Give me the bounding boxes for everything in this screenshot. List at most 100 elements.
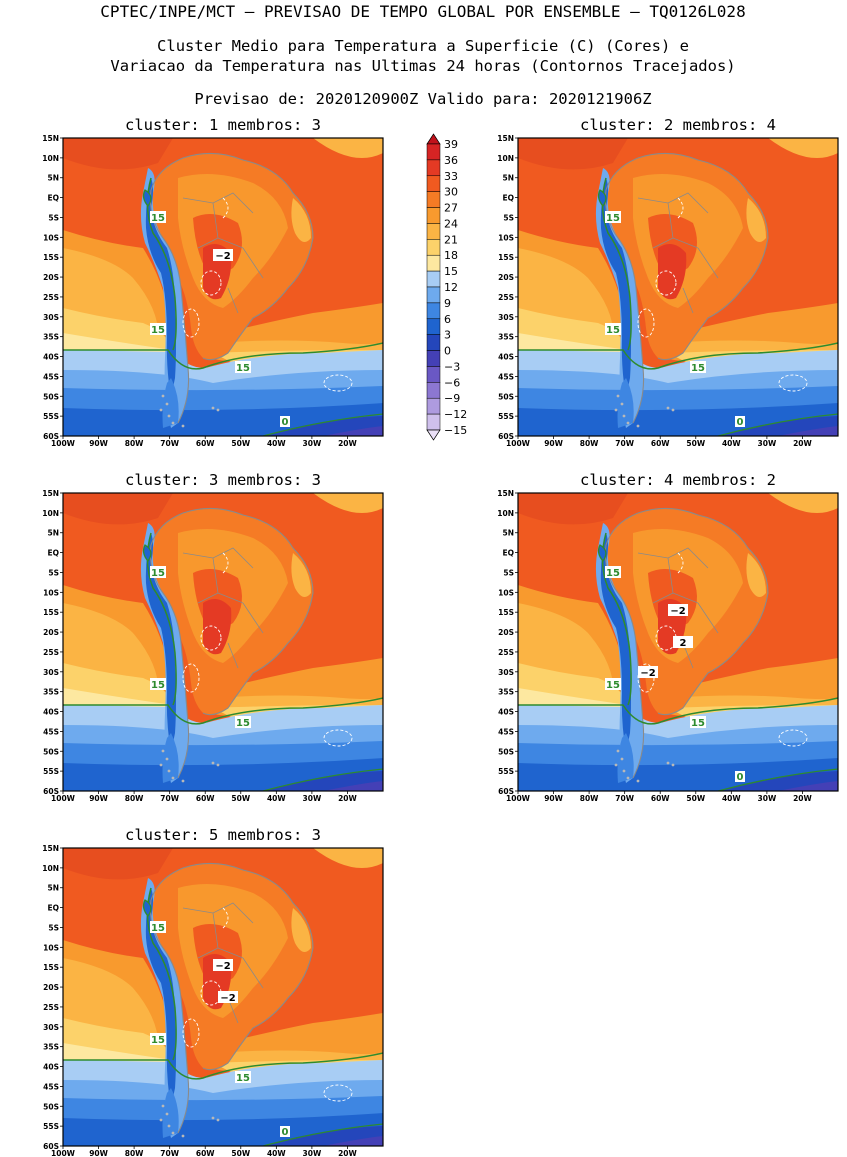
y-tick-label: 15N <box>497 489 514 498</box>
contour-label-bg <box>735 416 745 427</box>
contour-label-0: 0 <box>282 417 289 428</box>
y-tick-label: 5S <box>48 923 59 932</box>
x-tick-label: 80W <box>125 794 144 803</box>
contour-label-bg <box>690 361 706 373</box>
y-tick-label: 40S <box>498 353 514 362</box>
contour-label-bg <box>735 771 745 782</box>
contour-label-0: 0 <box>737 417 744 428</box>
colorbar-swatch <box>426 207 441 224</box>
y-tick-label: 55S <box>43 412 59 421</box>
panel-title: cluster: 5 membros: 3 <box>125 826 321 844</box>
y-tick-label: 10N <box>497 154 514 163</box>
x-tick-label: 100W <box>506 794 531 803</box>
variation-label: −2 <box>670 606 685 617</box>
y-tick-label: 55S <box>498 412 514 421</box>
contour-label-bg <box>235 1071 251 1083</box>
y-tick-label: 25S <box>498 293 514 302</box>
y-tick-label: 15S <box>498 253 514 262</box>
colorbar-label: 6 <box>444 313 451 326</box>
x-tick-label: 50W <box>231 1149 250 1157</box>
colorbar-label: −12 <box>444 408 467 421</box>
contour-label-15: 15 <box>236 363 250 374</box>
y-tick-label: 5S <box>48 568 59 577</box>
contour-label-bg <box>690 716 706 728</box>
y-tick-label: 60S <box>43 787 59 796</box>
colorbar-swatch <box>426 350 441 367</box>
colorbar-swatch <box>426 286 441 304</box>
contour-label-bg <box>150 566 166 578</box>
x-tick-label: 40W <box>722 794 741 803</box>
x-tick-label: 90W <box>89 794 108 803</box>
contour-label-15: 15 <box>691 363 705 374</box>
colorbar-label: −9 <box>444 392 460 405</box>
colorbar-swatch <box>426 397 441 415</box>
y-tick-label: 45S <box>43 372 59 381</box>
y-tick-label: 35S <box>43 688 59 697</box>
temperature-map <box>518 138 838 436</box>
contour-label-15: 15 <box>236 1073 250 1084</box>
x-tick-label: 80W <box>580 794 599 803</box>
colorbar-swatch <box>426 334 441 351</box>
colorbar-swatch <box>426 223 441 240</box>
y-tick-label: 60S <box>43 432 59 441</box>
contour-label-bg <box>280 1126 290 1137</box>
x-tick-label: 90W <box>89 439 108 448</box>
y-tick-label: 10N <box>497 509 514 518</box>
x-tick-label: 60W <box>651 794 670 803</box>
y-tick-label: 5S <box>48 213 59 222</box>
variation-label: 2 <box>680 638 687 649</box>
contour-label-bg <box>150 323 166 335</box>
colorbar-swatch <box>426 270 441 288</box>
contour-label-bg <box>150 921 166 933</box>
x-tick-label: 40W <box>267 439 286 448</box>
x-tick-label: 20W <box>338 794 357 803</box>
y-tick-label: 10S <box>43 233 59 242</box>
y-tick-label: 10N <box>42 509 59 518</box>
x-tick-label: 80W <box>580 439 599 448</box>
temperature-map <box>63 138 383 436</box>
y-tick-label: 30S <box>498 668 514 677</box>
y-tick-label: 60S <box>43 1142 59 1151</box>
x-tick-label: 50W <box>231 439 250 448</box>
contour-label-bg <box>235 716 251 728</box>
x-tick-label: 100W <box>51 439 76 448</box>
y-tick-label: 15S <box>43 253 59 262</box>
colorbar-top-arrow <box>426 133 441 145</box>
y-tick-label: 15S <box>43 608 59 617</box>
contour-label-15: 15 <box>151 568 165 579</box>
colorbar-swatch <box>426 254 441 272</box>
contour-label-15: 15 <box>151 680 165 691</box>
y-tick-label: 25S <box>43 1003 59 1012</box>
x-tick-label: 30W <box>303 439 322 448</box>
y-tick-label: 10N <box>42 864 59 873</box>
y-tick-label: 45S <box>43 727 59 736</box>
contour-label-bg <box>605 211 621 223</box>
colorbar-swatch <box>426 191 441 208</box>
y-tick-label: 45S <box>43 1082 59 1091</box>
y-tick-label: 5N <box>503 529 515 538</box>
x-tick-label: 90W <box>544 794 563 803</box>
colorbar-label: 30 <box>444 186 458 199</box>
x-tick-label: 50W <box>231 794 250 803</box>
y-tick-label: 20S <box>43 983 59 992</box>
figure-header: CPTEC/INPE/MCT — PREVISAO DE TEMPO GLOBA… <box>100 2 745 108</box>
y-tick-label: 15N <box>42 134 59 143</box>
colorbar-label: −15 <box>444 424 467 437</box>
colorbar-label: 15 <box>444 265 458 278</box>
y-tick-label: 15S <box>43 963 59 972</box>
variation-label-bg <box>218 991 238 1003</box>
contour-label-15: 15 <box>236 718 250 729</box>
x-tick-label: 40W <box>267 1149 286 1157</box>
y-tick-label: 50S <box>43 392 59 401</box>
y-tick-label: 40S <box>498 708 514 717</box>
y-tick-label: 35S <box>498 333 514 342</box>
colorbar-label: 12 <box>444 281 458 294</box>
variation-label: −2 <box>215 251 230 262</box>
colorbar-label: 24 <box>444 217 458 230</box>
y-tick-label: 5N <box>503 174 515 183</box>
y-tick-label: 10S <box>498 588 514 597</box>
y-tick-label: 35S <box>43 1043 59 1052</box>
colorbar-label: 39 <box>444 138 458 151</box>
y-tick-label: 25S <box>498 648 514 657</box>
panel-title: cluster: 3 membros: 3 <box>125 471 321 489</box>
